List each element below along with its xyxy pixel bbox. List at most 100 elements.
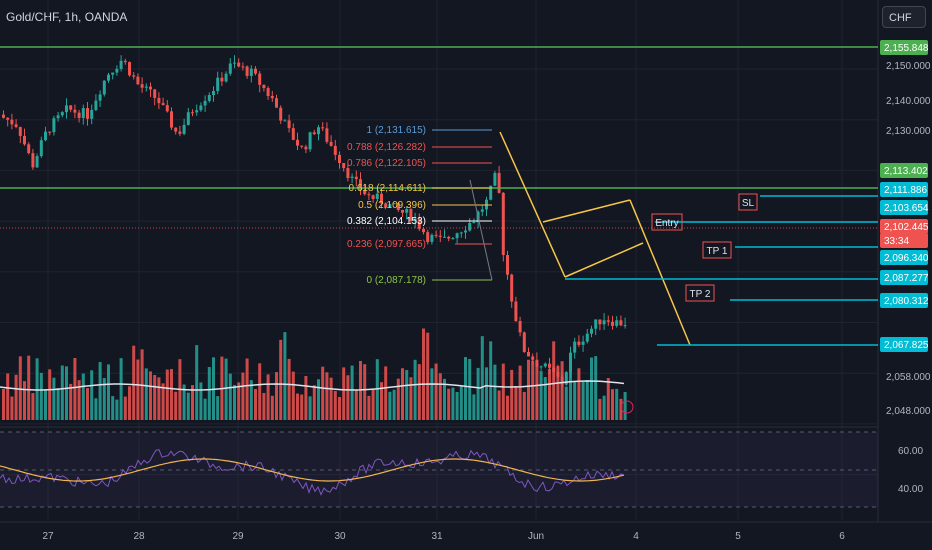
volume-bar bbox=[585, 379, 589, 420]
fib-level-label: 0.618 (2,114.611) bbox=[349, 183, 426, 194]
candle-body bbox=[52, 118, 56, 133]
candle-body bbox=[564, 372, 568, 385]
volume-bar bbox=[304, 376, 308, 420]
volume-bar bbox=[195, 345, 199, 420]
volume-bar bbox=[144, 368, 148, 420]
candle-body bbox=[384, 203, 388, 208]
volume-bar bbox=[258, 363, 262, 420]
candle-body bbox=[216, 77, 220, 92]
candle-body bbox=[581, 341, 585, 345]
volume-bar bbox=[317, 379, 320, 420]
candle-body bbox=[539, 366, 543, 368]
candle-body bbox=[438, 235, 442, 237]
candle-body bbox=[170, 111, 173, 128]
volume-bar bbox=[346, 375, 350, 420]
candle-body bbox=[468, 222, 472, 231]
volume-bar bbox=[123, 396, 127, 420]
annotation-box bbox=[685, 284, 715, 302]
price-tag bbox=[880, 337, 928, 352]
flag-upper-line bbox=[542, 199, 631, 223]
annotation-label-tp-1: TP 1 bbox=[707, 246, 728, 257]
price-tag bbox=[880, 293, 928, 308]
volume-bar bbox=[77, 380, 81, 420]
volume-bar bbox=[73, 357, 77, 420]
currency-button[interactable]: CHF bbox=[882, 6, 926, 28]
volume-bar bbox=[44, 389, 47, 420]
volume-bar bbox=[132, 345, 136, 420]
candle-body bbox=[233, 62, 236, 64]
candle-body bbox=[531, 356, 535, 360]
candle-body bbox=[455, 233, 459, 239]
candle-body bbox=[132, 75, 136, 77]
candle-body bbox=[39, 140, 43, 157]
candle-body bbox=[10, 119, 14, 125]
volume-bar bbox=[182, 384, 186, 420]
rsi-tick-label: 60.00 bbox=[898, 446, 923, 457]
volume-bar bbox=[350, 365, 354, 420]
candle-body bbox=[333, 145, 337, 155]
volume-bar bbox=[409, 377, 413, 420]
volume-bar bbox=[56, 388, 60, 420]
candle-body bbox=[497, 172, 501, 193]
volume-bar bbox=[594, 356, 598, 420]
volume-bar bbox=[506, 395, 509, 420]
candle-body bbox=[115, 68, 119, 73]
volume-bar bbox=[107, 364, 110, 420]
candle-body bbox=[14, 124, 18, 128]
volume-bar bbox=[564, 386, 568, 420]
candle-body bbox=[401, 209, 404, 213]
candle-body bbox=[548, 363, 551, 368]
volume-bar bbox=[275, 372, 278, 420]
volume-bar bbox=[6, 373, 10, 420]
volume-bar bbox=[191, 385, 194, 420]
candle-body bbox=[413, 218, 417, 221]
volume-bar bbox=[443, 378, 446, 420]
volume-bar bbox=[338, 396, 341, 420]
annotation-box bbox=[651, 213, 683, 231]
candle-body bbox=[296, 139, 299, 146]
candle-body bbox=[258, 73, 262, 85]
candle-body bbox=[207, 94, 211, 101]
price-tick-label: 2,130.000 bbox=[886, 126, 931, 137]
volume-bar bbox=[262, 392, 266, 420]
volume-bar bbox=[510, 369, 514, 420]
candle-body bbox=[342, 162, 346, 169]
price-tag bbox=[880, 219, 928, 234]
time-tick-label: Jun bbox=[528, 531, 544, 542]
volume-bar bbox=[245, 358, 249, 420]
volume-bar bbox=[266, 374, 270, 420]
volume-bar bbox=[249, 380, 253, 420]
candle-body bbox=[195, 110, 199, 113]
candle-body bbox=[18, 127, 22, 136]
candle-body bbox=[510, 274, 514, 302]
volume-bar bbox=[94, 398, 98, 420]
volume-bar bbox=[426, 332, 430, 420]
price-tag-label: 2,080.312 bbox=[884, 296, 929, 307]
candle-body bbox=[480, 209, 484, 212]
volume-bar bbox=[468, 359, 472, 420]
candle-body bbox=[518, 321, 522, 333]
candle-body bbox=[157, 97, 161, 104]
candle-body bbox=[304, 146, 308, 150]
volume-bar bbox=[296, 393, 299, 420]
volume-bar bbox=[485, 367, 488, 420]
candle-body bbox=[254, 68, 257, 74]
price-tag-label: 2,155.848 bbox=[884, 43, 929, 54]
volume-bar bbox=[102, 378, 106, 420]
volume-bar bbox=[560, 361, 564, 420]
candle-body bbox=[220, 77, 224, 82]
volume-bar bbox=[170, 369, 173, 420]
price-tick-label: 2,058.000 bbox=[886, 372, 931, 383]
candle-body bbox=[543, 363, 547, 367]
fib-level-label: 0.5 (2,109.396) bbox=[358, 200, 426, 211]
candle-body bbox=[140, 84, 144, 88]
candle-body bbox=[325, 128, 329, 142]
candles bbox=[2, 55, 627, 388]
price-tag-label: 2,067.825 bbox=[884, 340, 929, 351]
volume-bar bbox=[413, 359, 417, 420]
volume-bar bbox=[321, 366, 325, 420]
candle-body bbox=[56, 115, 60, 119]
volume-bar bbox=[476, 367, 480, 420]
candle-body bbox=[27, 144, 31, 154]
candle-body bbox=[375, 193, 379, 199]
